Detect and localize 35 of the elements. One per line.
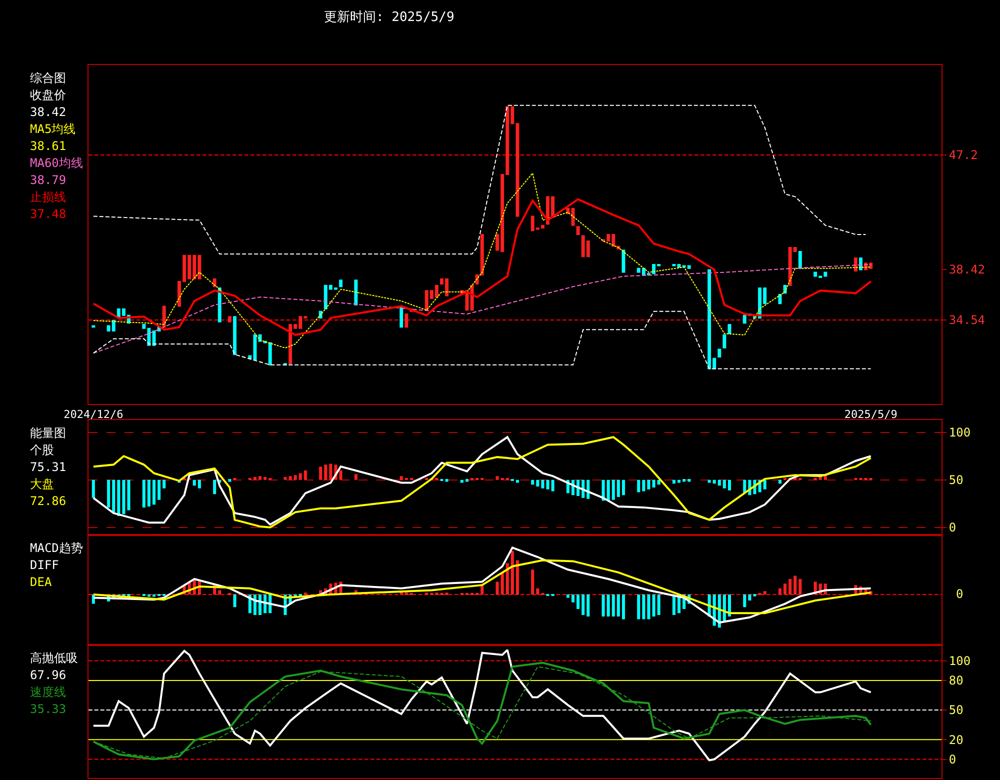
text: 75.31	[30, 460, 66, 474]
y-tick-label: 100	[948, 654, 971, 668]
chart-title: MACD趋势	[30, 541, 83, 555]
text: 35.33	[30, 702, 66, 716]
text: DEA	[30, 575, 52, 589]
y-tick-label: 0	[948, 520, 956, 535]
text: 速度线	[30, 685, 66, 699]
chart-subtitle: 更新时间: 2025/5/9	[324, 10, 454, 25]
x-tick-label: 2025/5/9	[844, 408, 898, 422]
y-tick-label: 47.2	[948, 148, 978, 162]
text: DIFF	[30, 558, 59, 572]
text: 止损线	[30, 190, 66, 204]
y-tick-label: 50	[948, 473, 964, 488]
text: 个股	[30, 443, 54, 457]
text: 综合图	[30, 71, 66, 85]
text: 高抛低吸	[30, 651, 78, 665]
y-tick-label: 100	[948, 426, 971, 440]
text: 能量图	[30, 426, 66, 440]
y-tick-label: 50	[948, 703, 964, 718]
text: 37.48	[30, 207, 66, 221]
y-tick-label: 0	[948, 752, 956, 766]
text: MA60均线	[30, 156, 83, 170]
text: 67.96	[30, 668, 66, 682]
x-tick-label: 2024/12/6	[64, 408, 124, 422]
text: 72.86	[30, 494, 66, 508]
text: 38.79	[30, 173, 66, 187]
y-tick-label: 38.42	[948, 262, 986, 277]
text: 大盘	[30, 477, 54, 491]
text: 38.42	[30, 105, 66, 119]
y-tick-label: 34.54	[948, 313, 986, 328]
y-tick-label: 20	[948, 732, 964, 747]
y-tick-label: 80	[948, 674, 964, 688]
text: 收盘价	[30, 88, 66, 102]
text: 38.61	[30, 139, 66, 153]
text: MA5均线	[30, 122, 76, 136]
